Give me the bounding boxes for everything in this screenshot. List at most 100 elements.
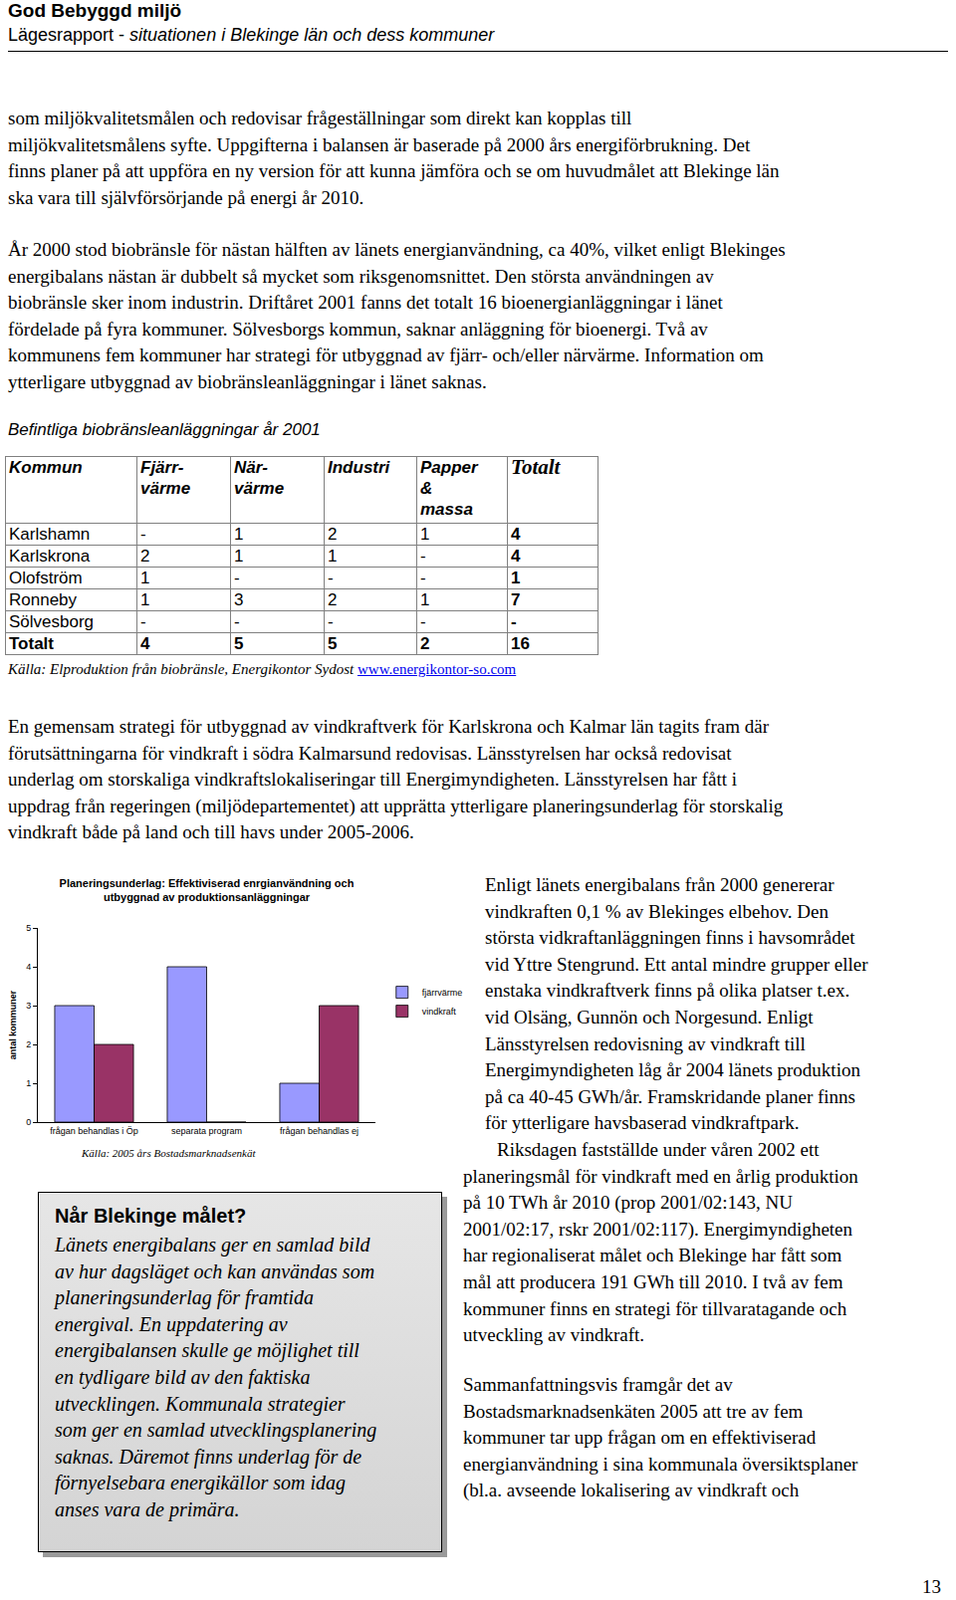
html-text:Sölvesborg: Sölvesborg (8, 612, 94, 632)
html-text:för ytterligare havsbaserad vi: för ytterligare havsbaserad vindkraftpar… (484, 1112, 800, 1134)
html-text:biobränsle sker inom industrin: biobränsle sker inom industrin. Driftåre… (7, 291, 723, 313)
html-text:När-: När- (234, 458, 268, 478)
html-text:2: 2 (327, 524, 338, 544)
html-text:Ronneby: Ronneby (8, 590, 77, 610)
html-text:underlag om storskaliga vindkr: underlag om storskaliga vindkraftslokali… (7, 768, 737, 790)
html-text:Länsstyrelsen redovisning av v: Länsstyrelsen redovisning av vindkraft t… (484, 1033, 806, 1055)
html-text:Totalt: Totalt (8, 634, 54, 654)
html-text:kommunens fem kommuner har str: kommunens fem kommuner har strategi för … (7, 344, 764, 366)
html-text:1: 1 (234, 546, 244, 566)
html-text:Kommun: Kommun (8, 458, 83, 478)
html-text:vid Yttre Stengrund. Ett antal: vid Yttre Stengrund. Ett antal mindre gr… (484, 953, 868, 975)
svg-text:frågan behandlas i Öp: frågan behandlas i Öp (49, 1126, 139, 1137)
html-text:(bl.a. avseende lokalisering a: (bl.a. avseende lokalisering av vindkraf… (463, 1480, 799, 1502)
html-text:förnyelsebara energikällor som: förnyelsebara energikällor som idag (54, 1472, 346, 1495)
html-text:13: 13 (922, 1576, 942, 1598)
html-text:Totalt: Totalt (510, 455, 561, 479)
html-text:största vidkraftanläggningen f: största vidkraftanläggningen finns i hav… (484, 927, 855, 949)
svg-text:vindkraft: vindkraft (422, 1006, 458, 1017)
html-text:som miljökvalitetsmålen och re: som miljökvalitetsmålen och redovisar fr… (7, 107, 632, 129)
svg-text:2: 2 (25, 1039, 31, 1050)
html-text:Lägesrapport - situationen i B: Lägesrapport - situationen i Blekinge lä… (7, 24, 495, 45)
svg-text:3: 3 (25, 1000, 31, 1011)
html-text:2: 2 (140, 546, 150, 566)
html-text:uppdrag från regeringen (miljö: uppdrag från regeringen (miljödepartemen… (7, 795, 783, 817)
html-text:vindkraften 0,1 % av Blekinges: vindkraften 0,1 % av Blekinges elbehov. … (484, 900, 829, 922)
html-text:1: 1 (420, 524, 430, 544)
svg-text:1: 1 (25, 1078, 31, 1089)
html-text:Karlskrona: Karlskrona (8, 546, 90, 566)
html-text:fördelade på fyra kommuner. Sö: fördelade på fyra kommuner. Sölvesborgs … (7, 318, 708, 340)
html-text:saknas. Däremot finns underlag: saknas. Däremot finns underlag för de (54, 1445, 362, 1468)
html-text:Riksdagen fastställde under vå: Riksdagen fastställde under våren 2002 e… (496, 1139, 819, 1161)
html-text:kommuner finns en strategi för: kommuner finns en strategi för tillvarat… (463, 1298, 847, 1320)
html-text:enstaka vindkraftverk finns på: enstaka vindkraftverk finns på olika pla… (484, 980, 850, 1002)
html-text:på 10 TWh år 2010 (prop 2001/0: på 10 TWh år 2010 (prop 2001/02:143, NU (463, 1192, 793, 1214)
html-text:värme: värme (140, 478, 191, 498)
html-text:Industri: Industri (327, 458, 390, 478)
html-text:anses vara de primära.: anses vara de primära. (54, 1498, 240, 1521)
html-text:Karlshamn: Karlshamn (8, 524, 90, 544)
html-text:Papper: Papper (420, 458, 478, 478)
html-text:Olofström: Olofström (8, 568, 83, 588)
html-text:Bostadsmarknadsenkäten 2005 at: Bostadsmarknadsenkäten 2005 att tre av f… (463, 1400, 804, 1422)
html-text:Befintliga biobränsleanläggnin: Befintliga biobränsleanläggningar år 200… (7, 420, 321, 440)
html-text:planeringsunderlag för framtid: planeringsunderlag för framtida (54, 1286, 314, 1309)
svg-text:4: 4 (25, 961, 31, 972)
html-text:Energimyndigheten låg år 2004: Energimyndigheten låg år 2004 länets pro… (484, 1059, 861, 1081)
html-text:4: 4 (510, 546, 521, 566)
html-text:16: 16 (510, 634, 530, 654)
html-text:Enligt länets energibalans frå: Enligt länets energibalans från 2000 gen… (484, 874, 835, 896)
svg-text:5: 5 (25, 923, 31, 934)
html-text:4: 4 (510, 524, 521, 544)
svg-text:0: 0 (25, 1117, 31, 1128)
html-text:energival. En uppdatering av: energival. En uppdatering av (54, 1313, 288, 1336)
html-text:har regionaliserat målet och B: har regionaliserat målet och Blekinge ha… (463, 1245, 842, 1267)
html-text:3: 3 (234, 590, 244, 610)
svg-text:Källa: 2005 års Bostadsmarknad: Källa: 2005 års Bostadsmarknadsenkät (80, 1147, 256, 1160)
html-text:vid Olsäng, Gunnön och Norgesu: vid Olsäng, Gunnön och Norgesund. Enligt (484, 1006, 814, 1028)
html-text:2001/02:17, rskr 2001/02:117).: 2001/02:17, rskr 2001/02:117). Energimyn… (463, 1218, 853, 1240)
svg-text:frågan behandlas ej: frågan behandlas ej (279, 1126, 359, 1137)
svg-text:Planeringsunderlag: Effektivis: Planeringsunderlag: Effektiviserad enrgi… (59, 877, 355, 904)
svg-text:separata program: separata program (171, 1126, 242, 1137)
html-text:God Bebyggd miljö: God Bebyggd miljö (7, 0, 182, 21)
html-text:År 2000 stod biobränsle för nä: År 2000 stod biobränsle för nästan hälft… (7, 239, 786, 260)
html-text:mål att producera 191 GWh till: mål att producera 191 GWh till 2010. I t… (463, 1271, 843, 1293)
html-text:kommuner tar upp frågan om en: kommuner tar upp frågan om en effektivis… (463, 1427, 816, 1449)
html-text:1: 1 (140, 568, 150, 588)
html-text:Fjärr-: Fjärr- (140, 458, 184, 478)
html-text:som ger en samlad utvecklingsp: som ger en samlad utvecklingsplanering (54, 1419, 377, 1442)
html-text:5: 5 (327, 634, 338, 654)
html-text:1: 1 (234, 524, 244, 544)
html-text:1: 1 (510, 568, 521, 588)
html-text:vindkraft både på land och til: vindkraft både på land och till havs und… (7, 821, 415, 843)
html-text:ska vara till självförsörjande: ska vara till självförsörjande på energi… (7, 187, 364, 208)
html-text:energibalans nästan är dubbelt: energibalans nästan är dubbelt så mycket… (7, 265, 714, 287)
html-text:på ca 40-45 GWh/år. Framskrida: på ca 40-45 GWh/år. Framskridande planer… (484, 1086, 856, 1108)
html-text:1: 1 (327, 546, 338, 566)
html-text:förutsättningarna för vindkraf: förutsättningarna för vindkraft i södra … (7, 742, 732, 764)
html-text:planeringsmål för vindkraft me: planeringsmål för vindkraft med en årlig… (463, 1165, 859, 1187)
html-text:Länets energibalans ger en sam: Länets energibalans ger en samlad bild (54, 1233, 370, 1256)
html-text:ytterligare utbyggnad av biobr: ytterligare utbyggnad av biobränsleanläg… (7, 371, 487, 393)
html-text:miljökvalitetsmålens syfte. Up: miljökvalitetsmålens syfte. Uppgifterna … (7, 134, 751, 155)
html-text:utveckling av vindkraft.: utveckling av vindkraft. (463, 1324, 645, 1346)
html-text:Sammanfattningsvis framgår det: Sammanfattningsvis framgår det av (463, 1374, 733, 1396)
html-text:utvecklingen. Kommunala strate: utvecklingen. Kommunala strategier (54, 1392, 346, 1415)
html-text:energianvändning i sina kommun: energianvändning i sina kommunala översi… (463, 1453, 858, 1475)
html-text:Når Blekinge målet?: Når Blekinge målet? (54, 1204, 247, 1227)
svg-text:fjärrvärme: fjärrvärme (422, 987, 464, 998)
svg-text:antal kommuner: antal kommuner (7, 989, 18, 1060)
html-text:finns planer på att uppföra en: finns planer på att uppföra en ny versio… (7, 160, 780, 182)
html-text:2: 2 (327, 590, 338, 610)
html-text:massa: massa (420, 499, 473, 519)
html-text:1: 1 (140, 590, 150, 610)
html-text:av hur dagsläget och kan använ: av hur dagsläget och kan användas som (54, 1260, 375, 1283)
html-text:en tydligare bild av den fakti: en tydligare bild av den faktiska (54, 1366, 311, 1389)
html-text:energibalansen skulle ge möjli: energibalansen skulle ge möjlighet till (54, 1339, 360, 1362)
html-text:värme: värme (234, 478, 284, 498)
html-text:Källa: Elproduktion från biobr: Källa: Elproduktion från biobränsle, Ene… (7, 661, 517, 678)
html-text:En gemensam strategi för utbyg: En gemensam strategi för utbyggnad av vi… (7, 716, 769, 737)
html-text:7: 7 (510, 590, 521, 610)
